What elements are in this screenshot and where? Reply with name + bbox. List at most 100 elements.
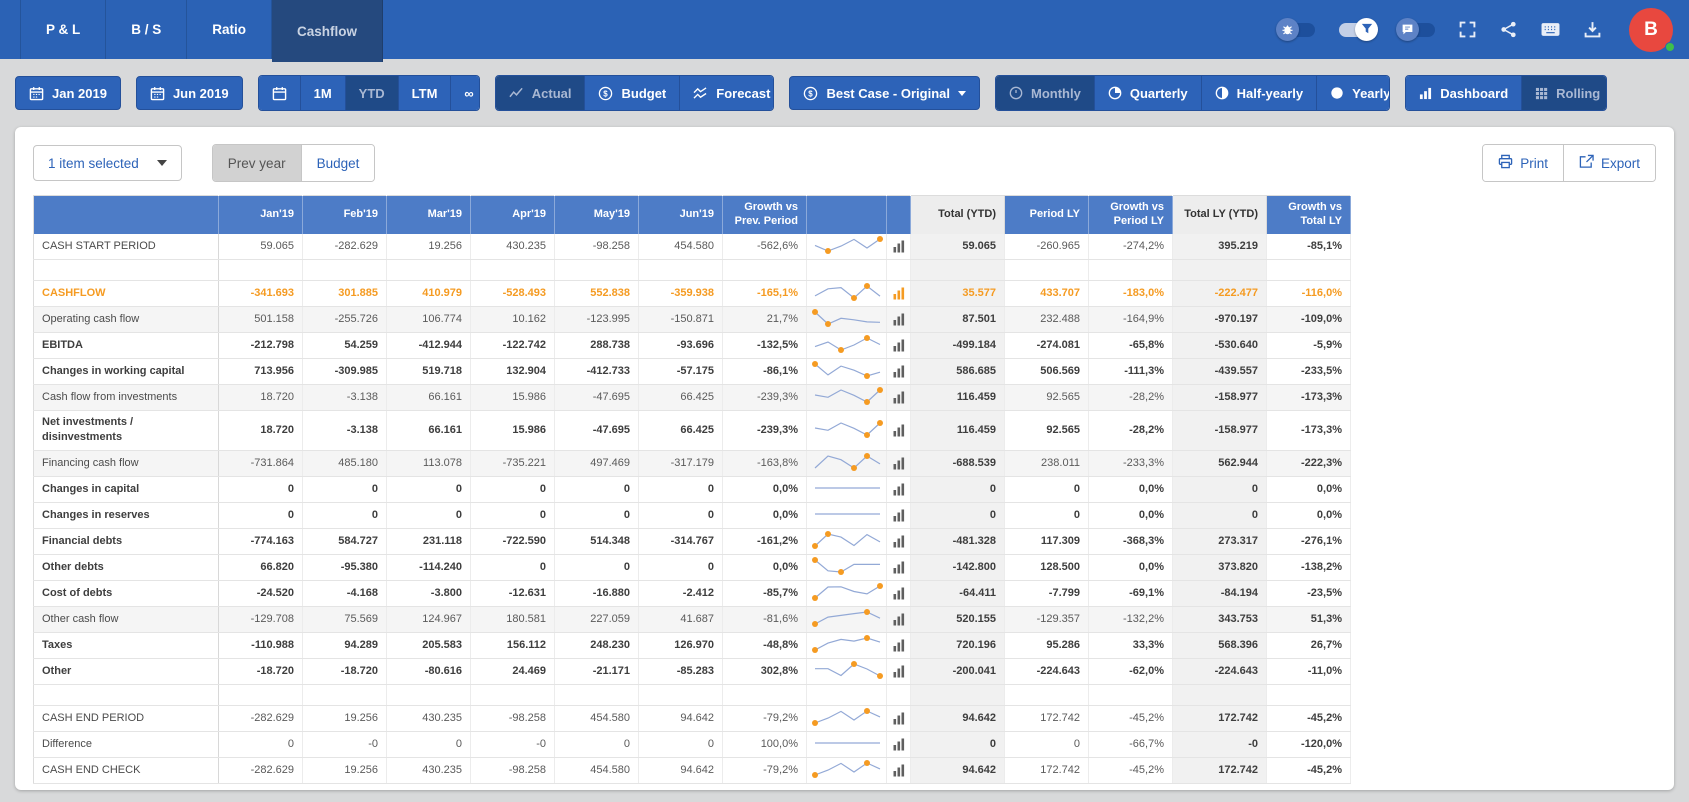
avatar[interactable]: B — [1629, 7, 1675, 52]
row-label: Financial debts — [33, 528, 219, 555]
mini-bar-chart-icon[interactable] — [886, 731, 911, 758]
cell-growth-period-ly: 33,3% — [1088, 632, 1173, 659]
cell-total-ytd: -499.184 — [910, 332, 1005, 359]
cell-growth-total-ly: -85,1% — [1266, 233, 1351, 260]
cell-growth-prev: 302,8% — [722, 658, 807, 685]
comments-toggle[interactable] — [1396, 17, 1435, 41]
column-header-period_ly: Period LY — [1004, 195, 1089, 234]
calendar-icon — [272, 86, 287, 101]
cell-month-0: 59.065 — [218, 233, 303, 260]
cell-total-ytd: -64.411 — [910, 580, 1005, 607]
period-infinity-button[interactable]: ∞ — [451, 76, 479, 110]
full-circle-icon — [1330, 86, 1344, 100]
toolbar: Jan 2019 Jun 2019 1M YTD LTM ∞ Actual $ … — [0, 59, 1689, 127]
tab-pnl[interactable]: P & L — [20, 0, 107, 59]
cell-period-ly: 0 — [1004, 476, 1089, 503]
calendar-range-button[interactable] — [258, 76, 301, 110]
mini-bar-chart-icon[interactable] — [886, 280, 911, 307]
mini-bar-chart-icon[interactable] — [886, 606, 911, 633]
cell-growth-period-ly: -233,3% — [1088, 450, 1173, 477]
mini-bar-chart-icon[interactable] — [886, 757, 911, 784]
mini-bar-chart-icon[interactable] — [886, 410, 911, 451]
cell-month-5: 454.580 — [638, 233, 723, 260]
mini-bar-chart-icon[interactable] — [886, 450, 911, 477]
cell-month-3: 0 — [470, 554, 555, 581]
view-rolling-button[interactable]: Rolling — [1522, 76, 1607, 110]
table-row: CASHFLOW -341.693 301.885 410.979 -528.493 55… — [33, 280, 1351, 307]
row-label: Changes in working capital — [33, 358, 219, 385]
mini-bar-chart-icon[interactable] — [886, 384, 911, 411]
debug-toggle[interactable] — [1276, 17, 1315, 41]
view-group: Dashboard Rolling — [1405, 75, 1608, 111]
cell-month-3: -0 — [470, 731, 555, 758]
cell-month-5: 41.687 — [638, 606, 723, 633]
tab-bs[interactable]: B / S — [106, 0, 188, 59]
cell-month-3: 180.581 — [470, 606, 555, 633]
mini-bar-chart-icon[interactable] — [886, 705, 911, 732]
export-button[interactable]: Export — [1563, 145, 1655, 181]
cell-month-1: 19.256 — [302, 705, 387, 732]
frequency-monthly-button[interactable]: Monthly — [996, 76, 1095, 110]
export-icon — [1579, 154, 1594, 172]
cell-month-4: 0 — [554, 731, 639, 758]
fullscreen-icon[interactable] — [1459, 21, 1476, 38]
cell-total-ytd: 59.065 — [910, 233, 1005, 260]
cell-month-2: 430.235 — [386, 757, 471, 784]
mini-bar-chart-icon[interactable] — [886, 580, 911, 607]
mini-bar-chart-icon[interactable] — [886, 306, 911, 333]
view-dashboard-button[interactable]: Dashboard — [1406, 76, 1523, 110]
cell-month-3: -12.631 — [470, 580, 555, 607]
mini-bar-chart-icon[interactable] — [886, 554, 911, 581]
cell-growth-period-ly: -28,2% — [1088, 384, 1173, 411]
cell-period-ly: -7.799 — [1004, 580, 1089, 607]
mini-bar-chart-icon[interactable] — [886, 632, 911, 659]
cell-total-ly: 343.753 — [1172, 606, 1267, 633]
filter-toggle[interactable] — [1339, 17, 1378, 41]
cell-month-2: 0 — [386, 476, 471, 503]
tab-cashflow[interactable]: Cashflow — [272, 0, 384, 62]
cell-month-4: 0 — [554, 554, 639, 581]
period-ltm-button[interactable]: LTM — [398, 76, 452, 110]
sparkline — [806, 280, 887, 307]
compare-budget-button[interactable]: Budget — [301, 145, 375, 181]
mini-bar-chart-icon[interactable] — [886, 332, 911, 359]
mini-bar-chart-icon[interactable] — [886, 358, 911, 385]
item-selector-dropdown[interactable]: 1 item selected — [33, 145, 182, 181]
cell-month-4: -47.695 — [554, 410, 639, 451]
mini-bar-chart-icon[interactable] — [886, 502, 911, 529]
print-export-group: Print Export — [1482, 144, 1656, 182]
frequency-yearly-button[interactable]: Yearly — [1317, 76, 1390, 110]
column-header-total_ly: Total LY (YTD) — [1172, 195, 1267, 234]
cell-month-4: 248.230 — [554, 632, 639, 659]
frequency-quarterly-button[interactable]: Quarterly — [1094, 76, 1202, 110]
mini-bar-chart-icon[interactable] — [886, 233, 911, 260]
cell-growth-period-ly: -69,1% — [1088, 580, 1173, 607]
period-ytd-button[interactable]: YTD — [345, 76, 399, 110]
cell-growth-total-ly: -233,5% — [1266, 358, 1351, 385]
row-label: EBITDA — [33, 332, 219, 359]
mini-bar-chart-icon[interactable] — [886, 658, 911, 685]
scenario-budget-button[interactable]: $ Budget — [585, 76, 681, 110]
mini-bar-chart-icon[interactable] — [886, 528, 911, 555]
date-from-button[interactable]: Jan 2019 — [15, 76, 121, 110]
cell-growth-total-ly: -11,0% — [1266, 658, 1351, 685]
share-icon[interactable] — [1500, 21, 1517, 38]
cell-growth-prev: 0,0% — [722, 476, 807, 503]
mini-bar-chart-icon[interactable] — [886, 476, 911, 503]
scenario-actual-button[interactable]: Actual — [495, 76, 586, 110]
print-button[interactable]: Print — [1483, 145, 1564, 181]
case-selector-dropdown[interactable]: $ Best Case - Original — [789, 76, 980, 110]
cell-growth-prev: -86,1% — [722, 358, 807, 385]
date-to-button[interactable]: Jun 2019 — [135, 76, 243, 110]
half-circle-icon-button[interactable]: Half-yearly — [1201, 76, 1318, 110]
keyboard-icon[interactable] — [1541, 22, 1560, 37]
table-row: Operating cash flow 501.158 -255.726 106.77… — [33, 306, 1351, 333]
download-icon[interactable] — [1584, 21, 1601, 38]
tab-ratio[interactable]: Ratio — [187, 0, 273, 59]
top-nav: P & L B / S Ratio Cashflow — [0, 0, 1689, 62]
compare-prev-year-button[interactable]: Prev year — [212, 145, 302, 181]
cell-period-ly: 0 — [1004, 731, 1089, 758]
cell-month-0: 0 — [218, 476, 303, 503]
scenario-forecast-button[interactable]: Forecast — [680, 76, 774, 110]
period-1m-button[interactable]: 1M — [300, 76, 346, 110]
